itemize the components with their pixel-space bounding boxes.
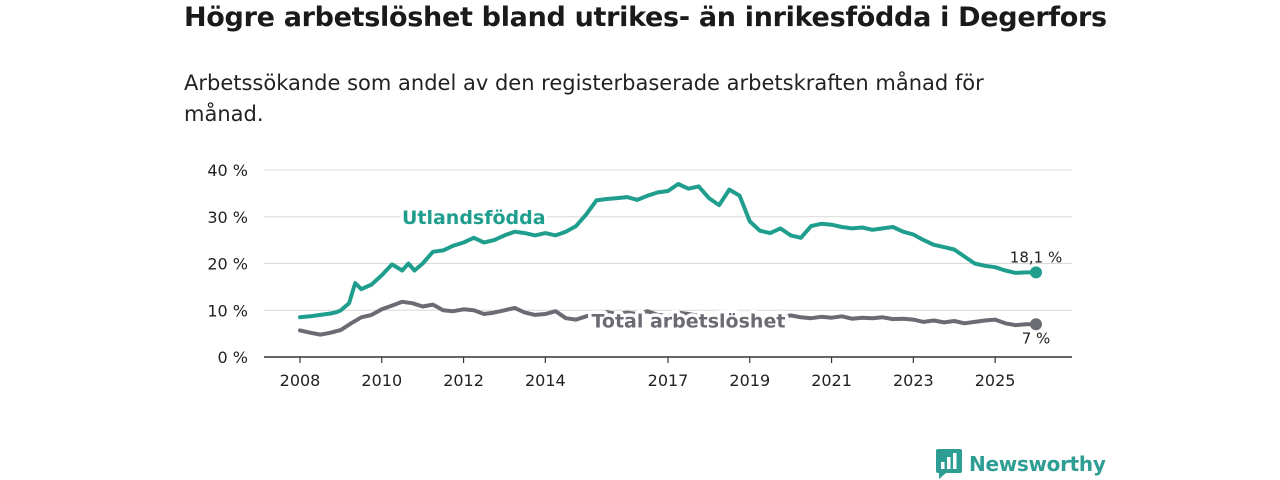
x-tick-label: 2008 <box>280 371 321 390</box>
y-tick-label: 20 % <box>207 255 248 274</box>
x-tick-label: 2017 <box>648 371 689 390</box>
x-tick-label: 2023 <box>893 371 934 390</box>
series-label-utlandsfodda: Utlandsfödda <box>402 207 546 229</box>
x-tick-label: 2012 <box>443 371 484 390</box>
y-tick-label: 30 % <box>207 208 248 227</box>
line-chart: 0 % 10 % 20 % 30 % 40 % 2008 2010 2012 2014 2017 2… <box>207 161 1072 390</box>
chart-subtitle: Arbetssökande som andel av den registerb… <box>184 71 984 126</box>
y-tick-label: 10 % <box>207 301 248 320</box>
end-point-total <box>1030 318 1042 331</box>
end-value-total: 7 % <box>1022 329 1051 347</box>
series-label-halo: Total arbetslöshet <box>591 311 785 333</box>
x-tick-label: 2021 <box>811 371 852 390</box>
x-tick-label: 2014 <box>525 371 566 390</box>
y-tick-label: 0 % <box>218 348 248 367</box>
x-tick-label: 2010 <box>361 371 402 390</box>
newsworthy-logo[interactable]: Newsworthy <box>936 448 1106 480</box>
grid <box>264 169 1072 311</box>
axes: 0 % 10 % 20 % 30 % 40 % 2008 2010 2012 2014 2017 2… <box>207 161 1072 390</box>
series-line-utlandsfodda <box>298 182 1038 320</box>
series-label-halo: Utlandsfödda <box>402 207 546 229</box>
y-tick-label: 40 % <box>207 161 248 180</box>
bar-chart-speech-bubble-icon <box>936 449 962 479</box>
chart-title: Högre arbetslöshet bland utrikes- än inr… <box>184 2 1107 33</box>
end-point-utlandsfodda <box>1030 266 1042 279</box>
x-tick-label: 2025 <box>975 371 1016 390</box>
brand-name: Newsworthy <box>969 452 1106 476</box>
end-value-utlandsfodda: 18,1 % <box>1010 248 1062 266</box>
series-label-total: Total arbetslöshet <box>591 311 785 333</box>
x-tick-label: 2019 <box>729 371 770 390</box>
series-line-total <box>298 299 1038 337</box>
series <box>298 182 1042 337</box>
